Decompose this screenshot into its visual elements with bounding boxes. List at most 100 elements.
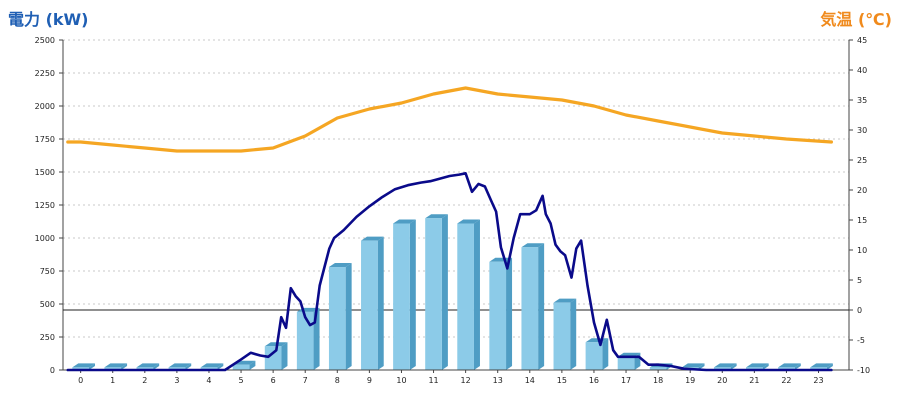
right-tick-label: 15 bbox=[857, 216, 867, 225]
x-tick-label: 17 bbox=[621, 376, 631, 385]
bar-side bbox=[602, 338, 609, 370]
left-tick-label: 2000 bbox=[35, 102, 55, 111]
bar bbox=[361, 240, 378, 370]
bar-side bbox=[441, 214, 448, 370]
x-tick-label: 6 bbox=[271, 376, 276, 385]
left-tick-label: 250 bbox=[40, 333, 55, 342]
x-tick-label: 10 bbox=[396, 376, 406, 385]
bar-top bbox=[72, 363, 95, 368]
x-tick-label: 20 bbox=[717, 376, 727, 385]
bar bbox=[200, 367, 218, 370]
bar-side bbox=[730, 363, 737, 370]
x-tick-label: 1 bbox=[110, 376, 115, 385]
left-tick-label: 750 bbox=[40, 267, 55, 276]
right-tick-label: 10 bbox=[857, 246, 867, 255]
x-tick-label: 21 bbox=[749, 376, 759, 385]
bar bbox=[72, 367, 89, 370]
right-tick-label: 20 bbox=[857, 186, 867, 195]
bar-top bbox=[425, 214, 448, 219]
left-axis-title: 電力 (kW) bbox=[8, 10, 89, 29]
bar-side bbox=[121, 363, 128, 370]
left-tick-label: 2250 bbox=[35, 69, 55, 78]
left-tick-label: 500 bbox=[40, 300, 55, 309]
x-tick-label: 8 bbox=[335, 376, 340, 385]
bar-side bbox=[153, 363, 160, 370]
bar bbox=[649, 367, 667, 370]
bar-top bbox=[746, 363, 769, 368]
bar-top bbox=[778, 363, 801, 368]
bar bbox=[746, 367, 763, 370]
x-tick-label: 22 bbox=[781, 376, 791, 385]
bar-top bbox=[681, 363, 705, 368]
right-tick-label: -5 bbox=[857, 336, 865, 345]
bar-top bbox=[328, 263, 352, 268]
x-tick-label: 19 bbox=[685, 376, 695, 385]
bar-top bbox=[393, 219, 416, 224]
bar-top bbox=[521, 243, 545, 248]
bar bbox=[617, 356, 635, 370]
left-tick-label: 1500 bbox=[35, 168, 55, 177]
bar bbox=[232, 364, 250, 370]
bar-side bbox=[538, 243, 545, 370]
bar bbox=[713, 367, 731, 370]
bar bbox=[425, 218, 442, 370]
x-tick-label: 7 bbox=[303, 376, 308, 385]
bar bbox=[393, 223, 410, 370]
x-tick-label: 2 bbox=[142, 376, 147, 385]
bar-top bbox=[810, 363, 833, 368]
right-tick-label: 35 bbox=[857, 96, 867, 105]
bar bbox=[264, 346, 282, 370]
right-tick-label: 30 bbox=[857, 126, 867, 135]
left-tick-label: 1750 bbox=[35, 135, 55, 144]
bar bbox=[810, 367, 827, 370]
x-tick-label: 12 bbox=[461, 376, 471, 385]
bar-top bbox=[489, 257, 513, 262]
bar bbox=[521, 247, 539, 370]
x-tick-label: 11 bbox=[428, 376, 438, 385]
right-tick-label: -10 bbox=[857, 366, 870, 375]
x-tick-label: 3 bbox=[174, 376, 179, 385]
bar-top bbox=[200, 363, 224, 368]
bar bbox=[489, 261, 507, 370]
power-line bbox=[66, 172, 833, 372]
left-tick-label: 0 bbox=[50, 366, 55, 375]
left-tick-label: 1000 bbox=[35, 234, 55, 243]
bar-top bbox=[553, 298, 577, 303]
x-tick-label: 15 bbox=[557, 376, 567, 385]
right-tick-label: 5 bbox=[857, 276, 862, 285]
bar-side bbox=[698, 363, 705, 370]
left-tick-label: 2500 bbox=[35, 36, 55, 45]
x-tick-label: 4 bbox=[206, 376, 211, 385]
x-tick-label: 9 bbox=[367, 376, 372, 385]
bar-side bbox=[570, 298, 577, 370]
x-tick-label: 14 bbox=[525, 376, 535, 385]
right-tick-label: 40 bbox=[857, 66, 867, 75]
bar-side bbox=[281, 342, 288, 370]
bar-side bbox=[185, 363, 192, 370]
bar bbox=[168, 367, 186, 370]
x-tick-label: 13 bbox=[493, 376, 503, 385]
left-tick-label: 1250 bbox=[35, 201, 55, 210]
x-tick-label: 18 bbox=[653, 376, 663, 385]
right-tick-label: 0 bbox=[857, 306, 862, 315]
right-tick-label: 45 bbox=[857, 36, 867, 45]
bar-top bbox=[361, 236, 384, 241]
bar-top bbox=[104, 363, 128, 368]
bar-side bbox=[409, 219, 416, 370]
bar bbox=[457, 223, 474, 370]
x-tick-label: 0 bbox=[78, 376, 83, 385]
bar-side bbox=[506, 257, 513, 370]
bar-side bbox=[217, 363, 224, 370]
bar bbox=[553, 302, 571, 370]
bar-side bbox=[377, 236, 384, 370]
bar bbox=[328, 267, 346, 370]
right-tick-label: 25 bbox=[857, 156, 867, 165]
bar-top bbox=[457, 219, 480, 224]
bar bbox=[585, 342, 603, 370]
bar-side bbox=[762, 363, 769, 370]
temperature-line bbox=[66, 86, 834, 153]
bar-top bbox=[713, 363, 737, 368]
bar-top bbox=[168, 363, 192, 368]
x-tick-label: 23 bbox=[813, 376, 823, 385]
